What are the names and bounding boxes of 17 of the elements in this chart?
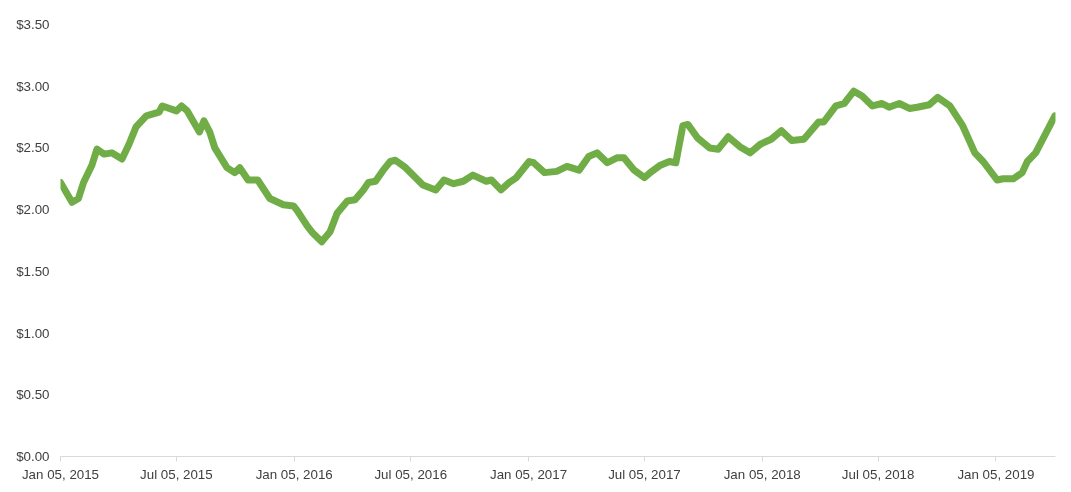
y-tick-label: $3.50 [16,17,50,32]
y-tick-label: $1.00 [16,325,50,341]
y-tick-label: $3.00 [16,78,50,94]
x-tick-label: Jul 05, 2018 [841,466,915,482]
y-tick-label: $0.00 [16,449,50,464]
x-tick-label: Jan 05, 2019 [957,466,1035,482]
x-tick-label: Jan 05, 2018 [723,466,801,482]
y-tick-label: $0.50 [16,387,50,403]
x-tick-label: Jul 05, 2017 [608,466,681,482]
x-tick-label: Jul 05, 2016 [374,466,448,482]
x-tick-label: Jan 05, 2017 [490,466,568,482]
y-tick-label: $2.00 [16,202,50,218]
x-tick-label: Jul 05, 2015 [140,466,213,482]
y-tick-label: $2.50 [16,140,50,156]
y-tick-label: $1.50 [16,263,50,279]
x-tick-label: Jan 05, 2015 [21,466,100,482]
x-tick-label: Jan 05, 2016 [255,466,333,482]
